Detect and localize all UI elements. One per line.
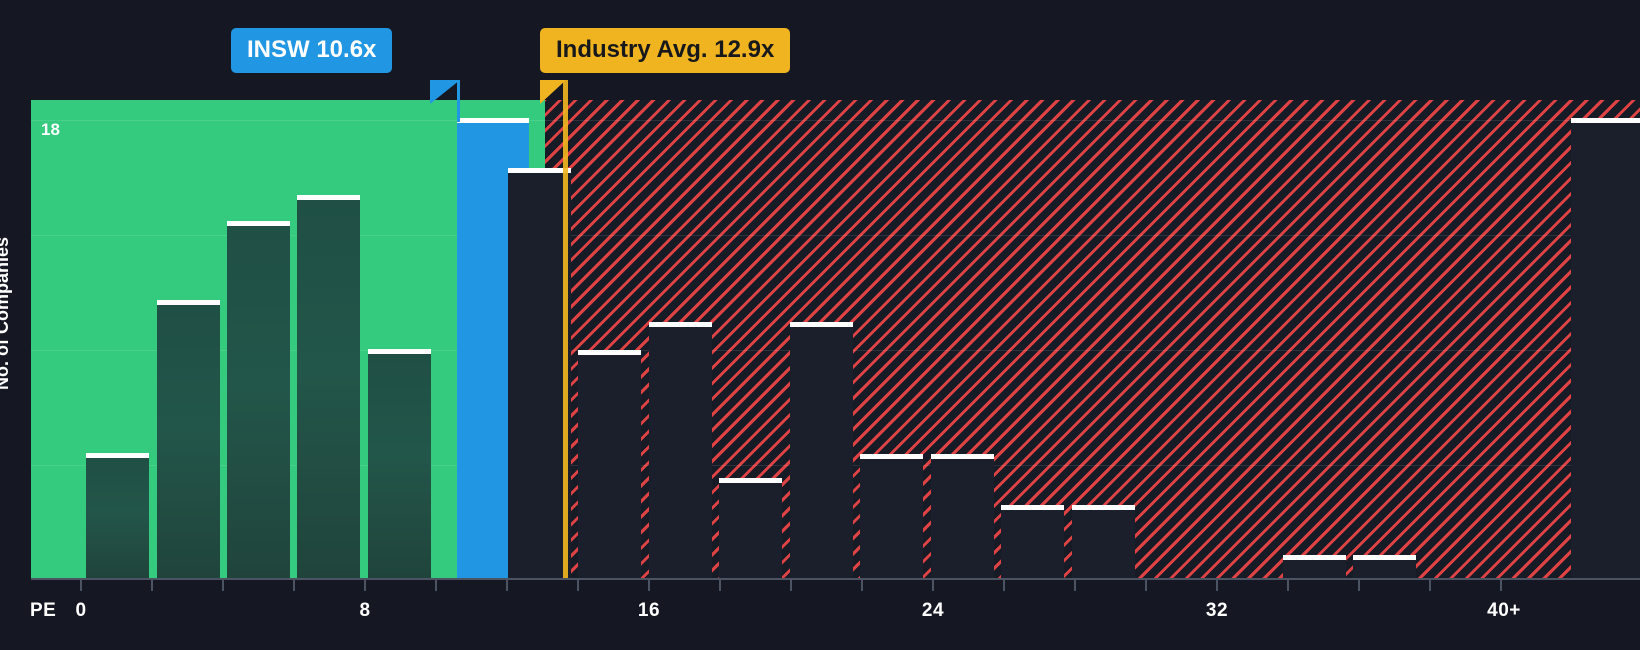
company-callout-tail: [430, 80, 460, 104]
x-tick-16: [648, 580, 650, 591]
bar-body: [1072, 510, 1135, 578]
industry-average-marker-line: [563, 80, 568, 578]
x-tick-24: [932, 580, 934, 591]
x-tick-18: [719, 580, 721, 591]
x-tick-label-24: 24: [921, 600, 945, 621]
x-tick-10: [435, 580, 437, 591]
x-tick-12: [506, 580, 508, 591]
industry-callout-tail: [540, 80, 566, 104]
x-tick-label-16: 16: [637, 600, 661, 621]
bar-bin-6-8[interactable]: [297, 195, 360, 578]
bar-body: [157, 305, 220, 578]
x-tick-label-32: 32: [1205, 600, 1229, 621]
bar-bin-0-2[interactable]: [86, 453, 149, 578]
bar-body: [86, 458, 149, 578]
bar-bin-32-34[interactable]: [1353, 555, 1416, 578]
bar-bin-18-20[interactable]: [719, 478, 782, 578]
bar-body: [1283, 560, 1346, 578]
x-tick-8: [364, 580, 366, 591]
overvalued-zone: [545, 100, 1640, 578]
bar-body: [578, 355, 641, 578]
bar-body: [297, 200, 360, 578]
bar-bin-26-28[interactable]: [1001, 505, 1064, 578]
bar-cap: [860, 454, 923, 459]
industry-callout-label[interactable]: Industry Avg. 12.9x: [540, 28, 791, 74]
bar-body: [1571, 123, 1640, 578]
bar-bin-8-10[interactable]: [368, 349, 431, 578]
bar-cap: [157, 300, 220, 305]
x-tick-36: [1358, 580, 1360, 591]
bar-body: [649, 327, 712, 578]
bar-body: [368, 354, 431, 578]
x-axis-line: [31, 578, 1640, 580]
bar-body: [719, 483, 782, 578]
bar-body: [931, 459, 994, 578]
x-tick-20: [790, 580, 792, 591]
bar-cap: [1353, 555, 1416, 560]
x-tick-30: [1145, 580, 1147, 591]
x-tick-40: [1500, 580, 1502, 591]
y-axis-max-label: 18: [41, 120, 60, 139]
x-tick-2: [151, 580, 153, 591]
bar-body: [790, 327, 853, 578]
x-tick-38: [1429, 580, 1431, 591]
bar-cap: [931, 454, 994, 459]
bar-cap: [508, 168, 571, 173]
x-tick-label-40plus: 40+: [1487, 600, 1521, 621]
bar-cap: [649, 322, 712, 327]
bar-body: [860, 459, 923, 578]
x-tick-4: [222, 580, 224, 591]
bar-bin-22-24[interactable]: [860, 454, 923, 578]
bar-cap: [368, 349, 431, 354]
bar-body: [1001, 510, 1064, 578]
bar-cap: [297, 195, 360, 200]
bar-bin-28-30[interactable]: [1072, 505, 1135, 578]
bar-cap: [790, 322, 853, 327]
x-tick-26: [1003, 580, 1005, 591]
bar-cap: [578, 350, 641, 355]
bar-bin-40-plus[interactable]: [1571, 118, 1640, 578]
bar-body: [227, 226, 290, 578]
bar-bin-20-22[interactable]: [790, 322, 853, 578]
x-tick-label-0: 0: [75, 600, 87, 621]
x-axis-prefix-label: PE: [30, 600, 57, 621]
bar-bin-2-4[interactable]: [157, 300, 220, 578]
bar-cap: [1283, 555, 1346, 560]
company-callout-label[interactable]: INSW 10.6x: [231, 28, 393, 74]
x-tick-22: [861, 580, 863, 591]
bar-cap: [227, 221, 290, 226]
bar-cap: [1001, 505, 1064, 510]
bar-bin-14-16[interactable]: [578, 350, 641, 578]
x-tick-28: [1074, 580, 1076, 591]
bar-bin-16-18[interactable]: [649, 322, 712, 578]
bar-bin-12-14[interactable]: [508, 168, 571, 578]
bar-cap: [719, 478, 782, 483]
y-axis-title: No. of Companies: [0, 236, 12, 390]
bar-cap: [1072, 505, 1135, 510]
bar-body: [508, 173, 571, 578]
bar-cap: [86, 453, 149, 458]
bar-bin-30-32[interactable]: [1283, 555, 1346, 578]
x-tick-34: [1287, 580, 1289, 591]
bar-bin-4-6[interactable]: [227, 221, 290, 578]
x-tick-0: [80, 580, 82, 591]
bar-cap: [1571, 118, 1640, 123]
bar-bin-24-26[interactable]: [931, 454, 994, 578]
bar-body: [1353, 560, 1416, 578]
x-tick-6: [293, 580, 295, 591]
bar-cap: [457, 118, 529, 123]
plot-area: [31, 100, 1640, 578]
x-tick-32: [1216, 580, 1218, 591]
x-tick-label-8: 8: [359, 600, 371, 621]
x-tick-14: [577, 580, 579, 591]
